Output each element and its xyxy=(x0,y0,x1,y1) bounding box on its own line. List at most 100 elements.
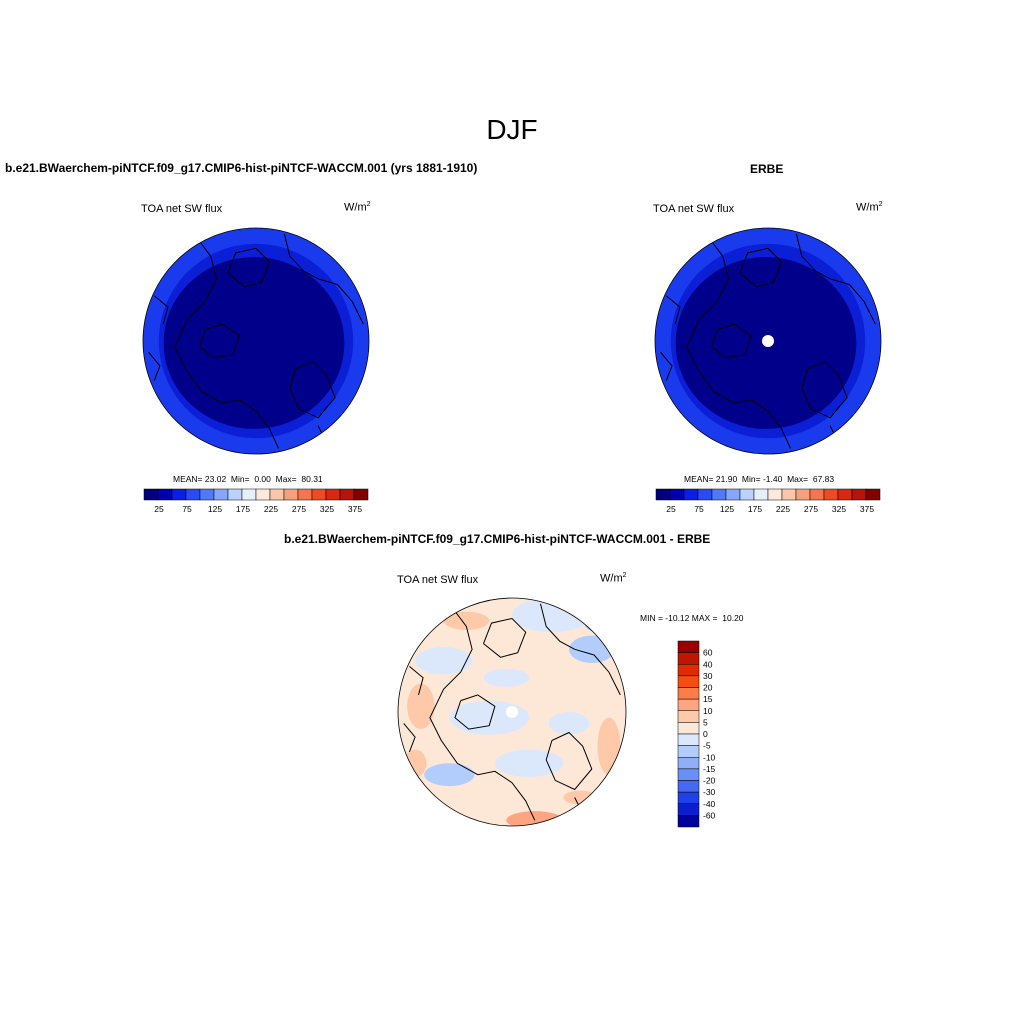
colorbar-swatch xyxy=(677,664,700,677)
colorbar-swatch xyxy=(865,488,881,501)
colorbar-swatch xyxy=(677,675,700,688)
map-border xyxy=(142,227,370,455)
colorbar-tick-label: 125 xyxy=(208,504,222,514)
colorbar-swatch xyxy=(677,780,700,793)
panel-model-stats: MEAN= 23.02 Min= 0.00 Max= 80.31 xyxy=(173,474,323,484)
colorbar-model: 25 75 125 175 225 275 325 375 xyxy=(143,488,369,514)
colorbar-level-label: -10 xyxy=(703,752,716,762)
colorbar-swatch xyxy=(143,488,159,501)
colorbar-swatch xyxy=(677,733,700,746)
colorbar-tick-label: 75 xyxy=(694,504,704,514)
coastline xyxy=(403,723,416,753)
colorbar-level-label: -20 xyxy=(703,776,716,786)
colorbar-swatch xyxy=(669,488,685,501)
panel-model-units: W/m2 xyxy=(344,201,371,214)
colorbar-swatch xyxy=(753,488,769,501)
anomaly-patch xyxy=(403,749,427,777)
pole-missing-data xyxy=(762,335,774,347)
coastline xyxy=(710,323,752,359)
coastline xyxy=(289,360,336,419)
coastline-group xyxy=(660,233,876,449)
colorbar-swatch xyxy=(677,768,700,781)
colorbar-tick-label: 125 xyxy=(720,504,734,514)
anomaly-patch xyxy=(449,700,530,735)
colorbar-swatch xyxy=(157,488,173,501)
anomaly-patch xyxy=(443,611,490,630)
colorbar-level-label: -5 xyxy=(703,741,711,751)
colorbar-swatch xyxy=(339,488,355,501)
colorbar-swatch xyxy=(199,488,215,501)
colorbar-swatch xyxy=(655,488,671,501)
colorbar-level-label: -60 xyxy=(703,810,716,820)
panel-diff-title: b.e21.BWaerchem-piNTCF.f09_g17.CMIP6-his… xyxy=(284,532,711,546)
colorbar-tick-label: 375 xyxy=(860,504,874,514)
map-border xyxy=(397,597,627,827)
colorbar-swatch xyxy=(171,488,187,501)
colorbar-swatch xyxy=(677,722,700,735)
coastline xyxy=(795,233,876,325)
coastline xyxy=(686,233,792,449)
colorbar-swatch xyxy=(241,488,257,501)
colorbar-tick-label: 225 xyxy=(264,504,278,514)
coastline xyxy=(545,731,593,791)
colorbar-tick-label: 175 xyxy=(236,504,250,514)
colorbar-swatch xyxy=(353,488,369,501)
colorbar-level-label: -15 xyxy=(703,764,716,774)
colorbar-swatch xyxy=(809,488,825,501)
coastline xyxy=(153,295,169,325)
coastline xyxy=(148,351,161,381)
map-zone-inner xyxy=(163,257,345,429)
map-obs xyxy=(654,227,882,455)
colorbar-swatch xyxy=(767,488,783,501)
colorbar-swatch xyxy=(739,488,755,501)
map-model xyxy=(142,227,370,455)
colorbar-tick-label: 325 xyxy=(320,504,334,514)
colorbar-level-label: 60 xyxy=(703,648,713,658)
coastline xyxy=(801,360,848,419)
panel-obs-variable-label: TOA net SW flux xyxy=(653,203,735,215)
coastline xyxy=(454,694,496,730)
colorbar-swatch xyxy=(677,757,700,770)
anomaly-patch xyxy=(494,749,564,777)
colorbar-level-label: 5 xyxy=(703,717,708,727)
colorbar-tick-label: 275 xyxy=(292,504,306,514)
page-title: DJF xyxy=(486,114,538,145)
colorbar-swatch xyxy=(213,488,229,501)
colorbar-swatch xyxy=(255,488,271,501)
colorbar-tick-label: 175 xyxy=(748,504,762,514)
panel-diff-stats: MIN = -10.12 MAX = 10.20 xyxy=(640,613,744,623)
colorbar-tick-label: 375 xyxy=(348,504,362,514)
panel-obs-title: ERBE xyxy=(750,162,784,176)
colorbar-swatch xyxy=(837,488,853,501)
colorbar-swatch xyxy=(311,488,327,501)
colorbar-swatch xyxy=(677,687,700,700)
colorbar-level-label: 15 xyxy=(703,694,713,704)
panel-diff-variable-label: TOA net SW flux xyxy=(397,574,479,586)
anomaly-patch xyxy=(407,683,435,730)
colorbar-swatch xyxy=(697,488,713,501)
anomaly-patch xyxy=(483,668,530,687)
colorbar-swatch xyxy=(823,488,839,501)
anomaly-patch xyxy=(597,717,621,775)
map-border xyxy=(654,227,882,455)
colorbar-swatch xyxy=(677,640,700,653)
colorbar-swatch xyxy=(677,698,700,711)
colorbar-level-label: -40 xyxy=(703,799,716,809)
pole-missing-data xyxy=(506,706,518,718)
anomaly-patch xyxy=(512,598,592,633)
coastline xyxy=(409,666,424,696)
colorbar-swatch xyxy=(325,488,341,501)
coastline xyxy=(660,351,673,381)
colorbar-swatch xyxy=(795,488,811,501)
colorbar-tick-label: 275 xyxy=(804,504,818,514)
colorbar-swatch xyxy=(851,488,867,501)
anomaly-patch xyxy=(548,712,590,735)
coastline xyxy=(429,603,536,821)
colorbar-level-label: 30 xyxy=(703,671,713,681)
colorbar-swatch xyxy=(227,488,243,501)
colorbar-swatch xyxy=(269,488,285,501)
panel-diff-units: W/m2 xyxy=(600,572,627,585)
colorbar-obs: 25 75 125 175 225 275 325 375 xyxy=(655,488,881,514)
panel-model-title: b.e21.BWaerchem-piNTCF.f09_g17.CMIP6-his… xyxy=(5,161,478,175)
